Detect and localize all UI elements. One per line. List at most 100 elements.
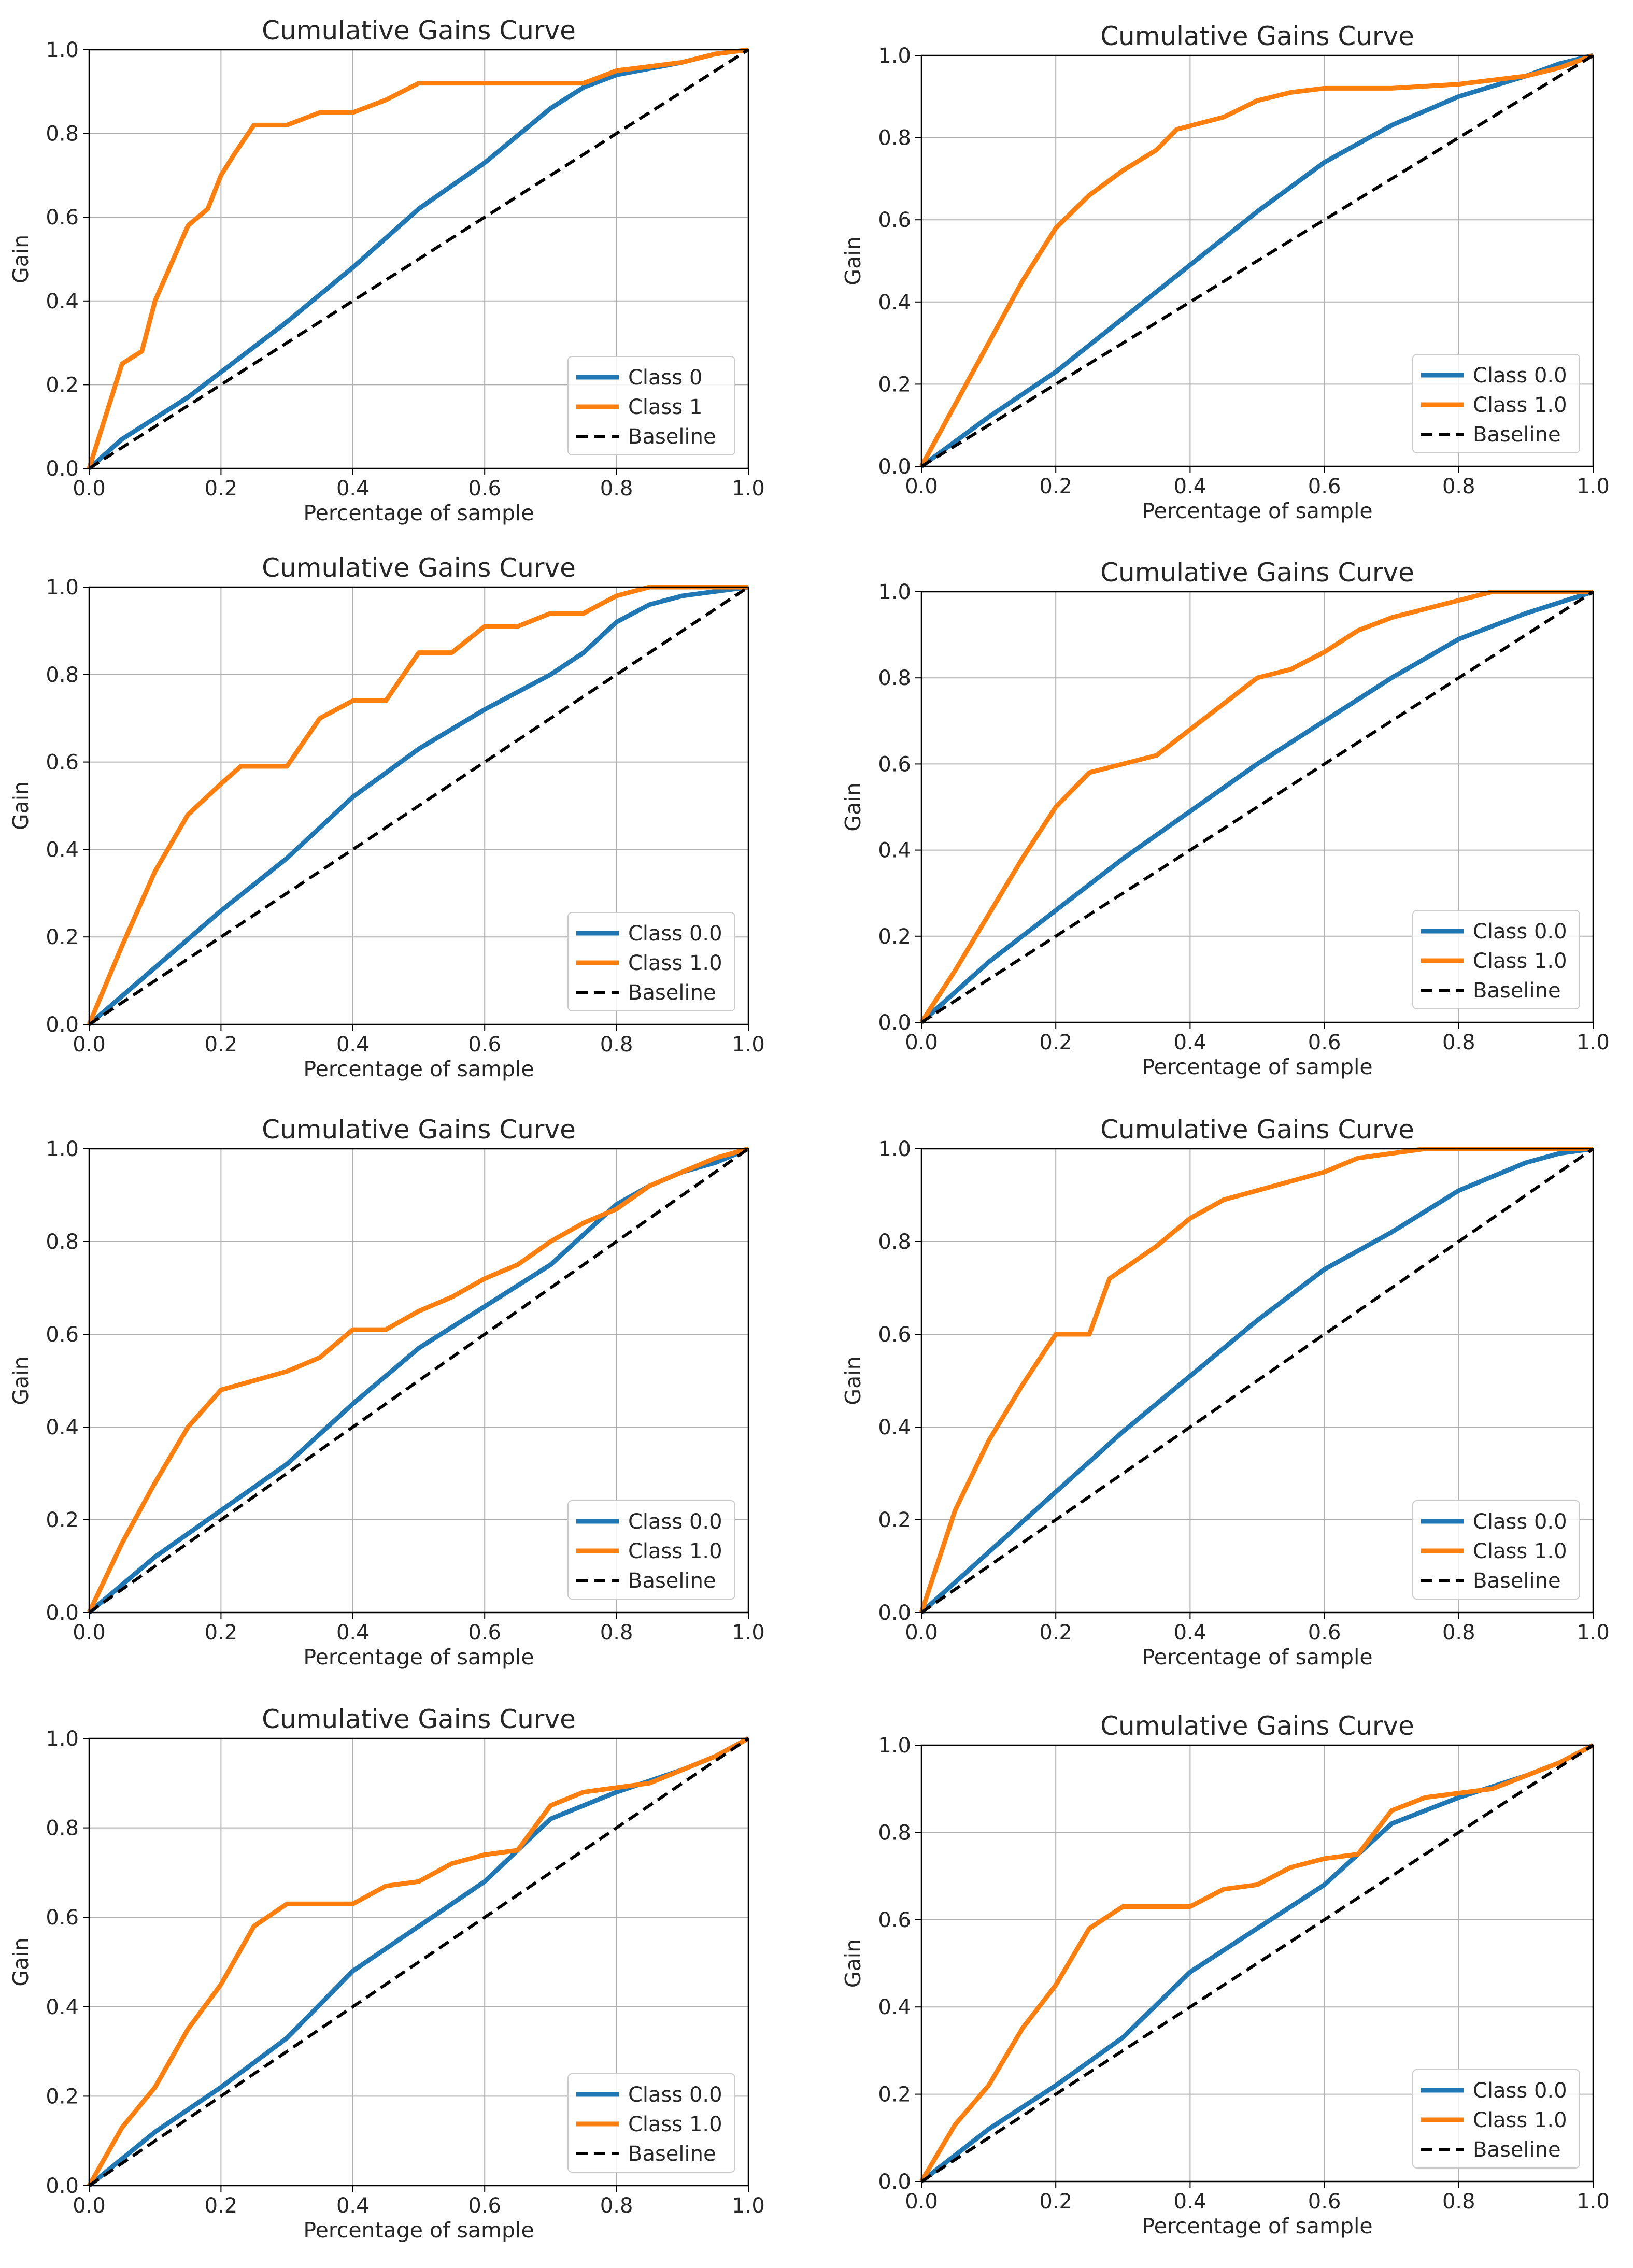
legend-label: Class 1.0 [1473, 1539, 1567, 1563]
y-tick-label: 1.0 [878, 1137, 911, 1161]
x-tick-label: 0.8 [1442, 475, 1475, 498]
series-line-class-0-0 [919, 590, 1594, 1024]
y-tick-label: 0.0 [878, 1601, 911, 1625]
legend-label: Class 1.0 [1473, 949, 1567, 973]
y-tick-label: 0.4 [46, 1416, 79, 1439]
y-tick-label: 0.6 [46, 751, 79, 775]
x-tick-label: 0.6 [468, 2194, 501, 2218]
y-tick-label: 0.4 [878, 1416, 911, 1439]
y-tick-label: 0.8 [46, 1817, 79, 1841]
y-tick-label: 0.4 [46, 290, 79, 313]
y-tick-label: 0.4 [878, 291, 911, 315]
chart-2: 0.0 0.2 0.4 0.6 0.8 1.0 0.0 0.2 0.4 0.6 0.8 1.0 Cumu… [841, 21, 1610, 523]
legend-box [1412, 2069, 1580, 2169]
y-tick-label: 0.2 [878, 925, 911, 949]
y-tick-label: 0.6 [46, 206, 79, 230]
y-tick-label: 0.6 [878, 208, 911, 232]
x-axis-label: Percentage of sample [1142, 1054, 1372, 1079]
legend: Class 0.0 Class 1.0 Baseline [1412, 2069, 1580, 2169]
series-group [87, 1147, 749, 1615]
x-tick-label: 0.8 [600, 1621, 633, 1645]
x-tick-label: 1.0 [1577, 2190, 1610, 2214]
chart-7: 0.0 0.2 0.4 0.6 0.8 1.0 0.0 0.2 0.4 0.6 0.8 1.0 Cumu… [8, 1704, 765, 2243]
x-tick-label: 1.0 [1577, 1621, 1610, 1645]
x-tick-label: 0.8 [1442, 2190, 1475, 2214]
y-axis-label: Gain [8, 781, 33, 830]
axes-frame [88, 586, 749, 1025]
x-tick-label: 0.4 [336, 2194, 370, 2218]
y-tick-label: 0.0 [878, 455, 911, 479]
series-line-class-1-0 [919, 1743, 1595, 2183]
x-tick-label: 0.8 [600, 1033, 633, 1057]
x-axis-label: Percentage of sample [1142, 2214, 1372, 2238]
y-axis-label: Gain [8, 235, 33, 283]
x-axis-label: Percentage of sample [303, 1057, 534, 1081]
axes-frame [920, 1744, 1594, 2183]
x-tick-label: 0.8 [1442, 1031, 1475, 1054]
y-axis-label: Gain [841, 782, 865, 831]
axes-frame [920, 591, 1594, 1023]
legend-label: Class 0 [628, 366, 702, 390]
y-tick-label: 0.8 [878, 1821, 911, 1845]
y-tick-label: 0.8 [46, 1230, 79, 1254]
y-tick-label: 1.0 [46, 1137, 79, 1161]
axes-frame [920, 1148, 1594, 1614]
x-tick-label: 0.0 [73, 2194, 106, 2218]
legend-label: Class 1.0 [628, 951, 722, 975]
y-tick-label: 1.0 [878, 1734, 911, 1758]
legend: Class 0.0 Class 1.0 Baseline [1412, 354, 1580, 453]
y-tick-label: 0.8 [878, 126, 911, 150]
y-axis-label: Gain [8, 1937, 33, 1986]
chart-title: Cumulative Gains Curve [262, 553, 576, 583]
y-axis-label: Gain [8, 1356, 33, 1405]
legend-label: Class 0.0 [628, 2083, 722, 2107]
legend-label: Class 0.0 [1473, 1510, 1567, 1534]
legend-label: Baseline [628, 1569, 716, 1593]
legend-label: Baseline [1473, 979, 1561, 1003]
x-tick-label: 0.4 [1174, 1031, 1207, 1054]
y-tick-label: 0.2 [46, 925, 79, 949]
chart-title: Cumulative Gains Curve [1100, 21, 1414, 51]
y-tick-label: 0.4 [878, 1995, 911, 2019]
axes-frame [88, 1148, 749, 1614]
x-axis-label: Percentage of sample [1142, 1645, 1372, 1670]
y-tick-label: 0.2 [46, 373, 79, 397]
y-tick-label: 0.2 [46, 1508, 79, 1532]
legend: Class 0 Class 1 Baseline [567, 356, 735, 455]
series-line-class-1-0 [919, 1147, 1593, 1614]
x-tick-label: 1.0 [1577, 1031, 1610, 1054]
y-axis-label: Gain [841, 236, 865, 285]
y-tick-label: 0.0 [46, 1601, 79, 1625]
x-tick-label: 0.2 [1039, 1621, 1072, 1645]
series-group [919, 53, 1594, 468]
axes-frame [920, 54, 1594, 467]
x-tick-label: 1.0 [732, 477, 765, 501]
legend-label: Baseline [1473, 423, 1561, 447]
chart-title: Cumulative Gains Curve [1100, 558, 1414, 588]
legend-label: Class 0.0 [1473, 920, 1567, 944]
y-axis-label: Gain [841, 1356, 865, 1405]
legend: Class 0.0 Class 1.0 Baseline [567, 912, 735, 1011]
x-tick-label: 0.4 [1174, 475, 1207, 498]
series-group [919, 1743, 1595, 2184]
x-tick-label: 1.0 [732, 1033, 765, 1057]
series-line-baseline [920, 1147, 1594, 1614]
y-tick-label: 0.8 [46, 122, 79, 146]
series-group [87, 585, 749, 1026]
series-line-class-1 [87, 48, 749, 469]
series-group [87, 1736, 750, 2188]
x-tick-label: 1.0 [732, 1621, 765, 1645]
chart-title: Cumulative Gains Curve [262, 16, 576, 46]
x-tick-label: 0.2 [205, 2194, 238, 2218]
legend-label: Baseline [628, 981, 716, 1005]
series-line-baseline [88, 1147, 749, 1614]
chart-title: Cumulative Gains Curve [1100, 1115, 1414, 1145]
x-tick-label: 0.4 [1174, 1621, 1207, 1645]
y-tick-label: 0.8 [878, 666, 911, 690]
x-axis-label: Percentage of sample [1142, 498, 1372, 523]
chart-title: Cumulative Gains Curve [262, 1704, 576, 1734]
series-line-class-0-0 [919, 1147, 1594, 1615]
x-tick-label: 0.8 [600, 2194, 633, 2218]
y-tick-label: 0.4 [46, 1995, 79, 2019]
axes-frame [88, 1737, 749, 2187]
